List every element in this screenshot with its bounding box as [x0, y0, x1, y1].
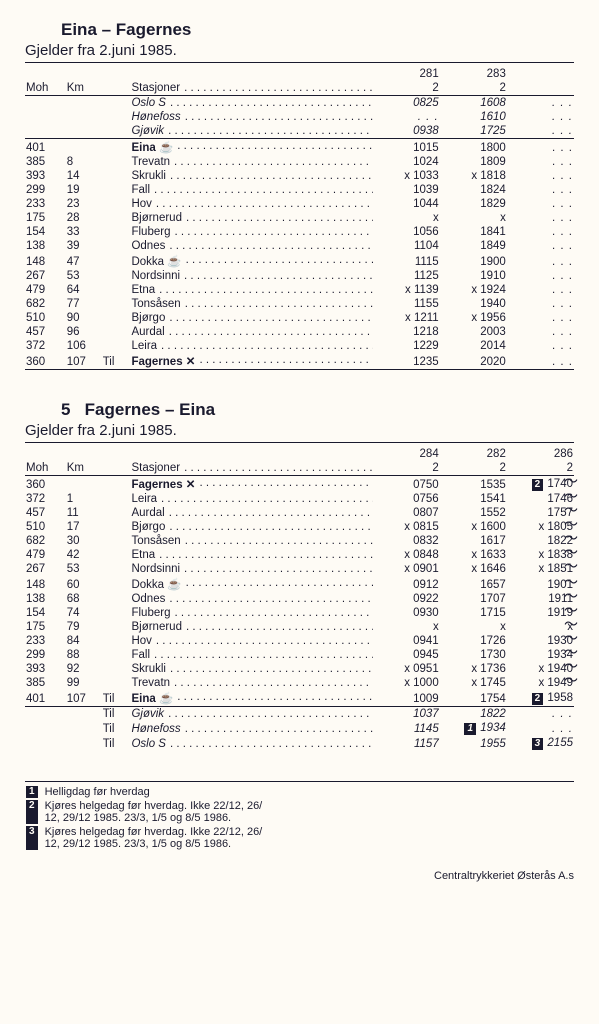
subtitle-1: Gjelder fra 2.juni 1985.: [25, 42, 574, 63]
footnotes: 1Helligdag før hverdag2Kjøres helgedag f…: [25, 781, 574, 850]
timetable-1: 281283 MohKm Stasjoner 22 Oslo S 0825160…: [25, 67, 574, 370]
publisher-footer: Centraltrykkeriet Østerås A.s: [25, 870, 574, 882]
section-fagernes-eina: 5 Fagernes – Eina Gjelder fra 2.juni 198…: [25, 400, 574, 751]
section-eina-fagernes: Eina – Fagernes Gjelder fra 2.juni 1985.…: [25, 20, 574, 370]
subtitle-2: Gjelder fra 2.juni 1985.: [25, 422, 574, 443]
title-2: 5 Fagernes – Eina: [25, 400, 574, 420]
timetable-2: 284282286 MohKm Stasjoner 222 360 Fagern…: [25, 447, 574, 751]
title-1: Eina – Fagernes: [25, 20, 574, 40]
